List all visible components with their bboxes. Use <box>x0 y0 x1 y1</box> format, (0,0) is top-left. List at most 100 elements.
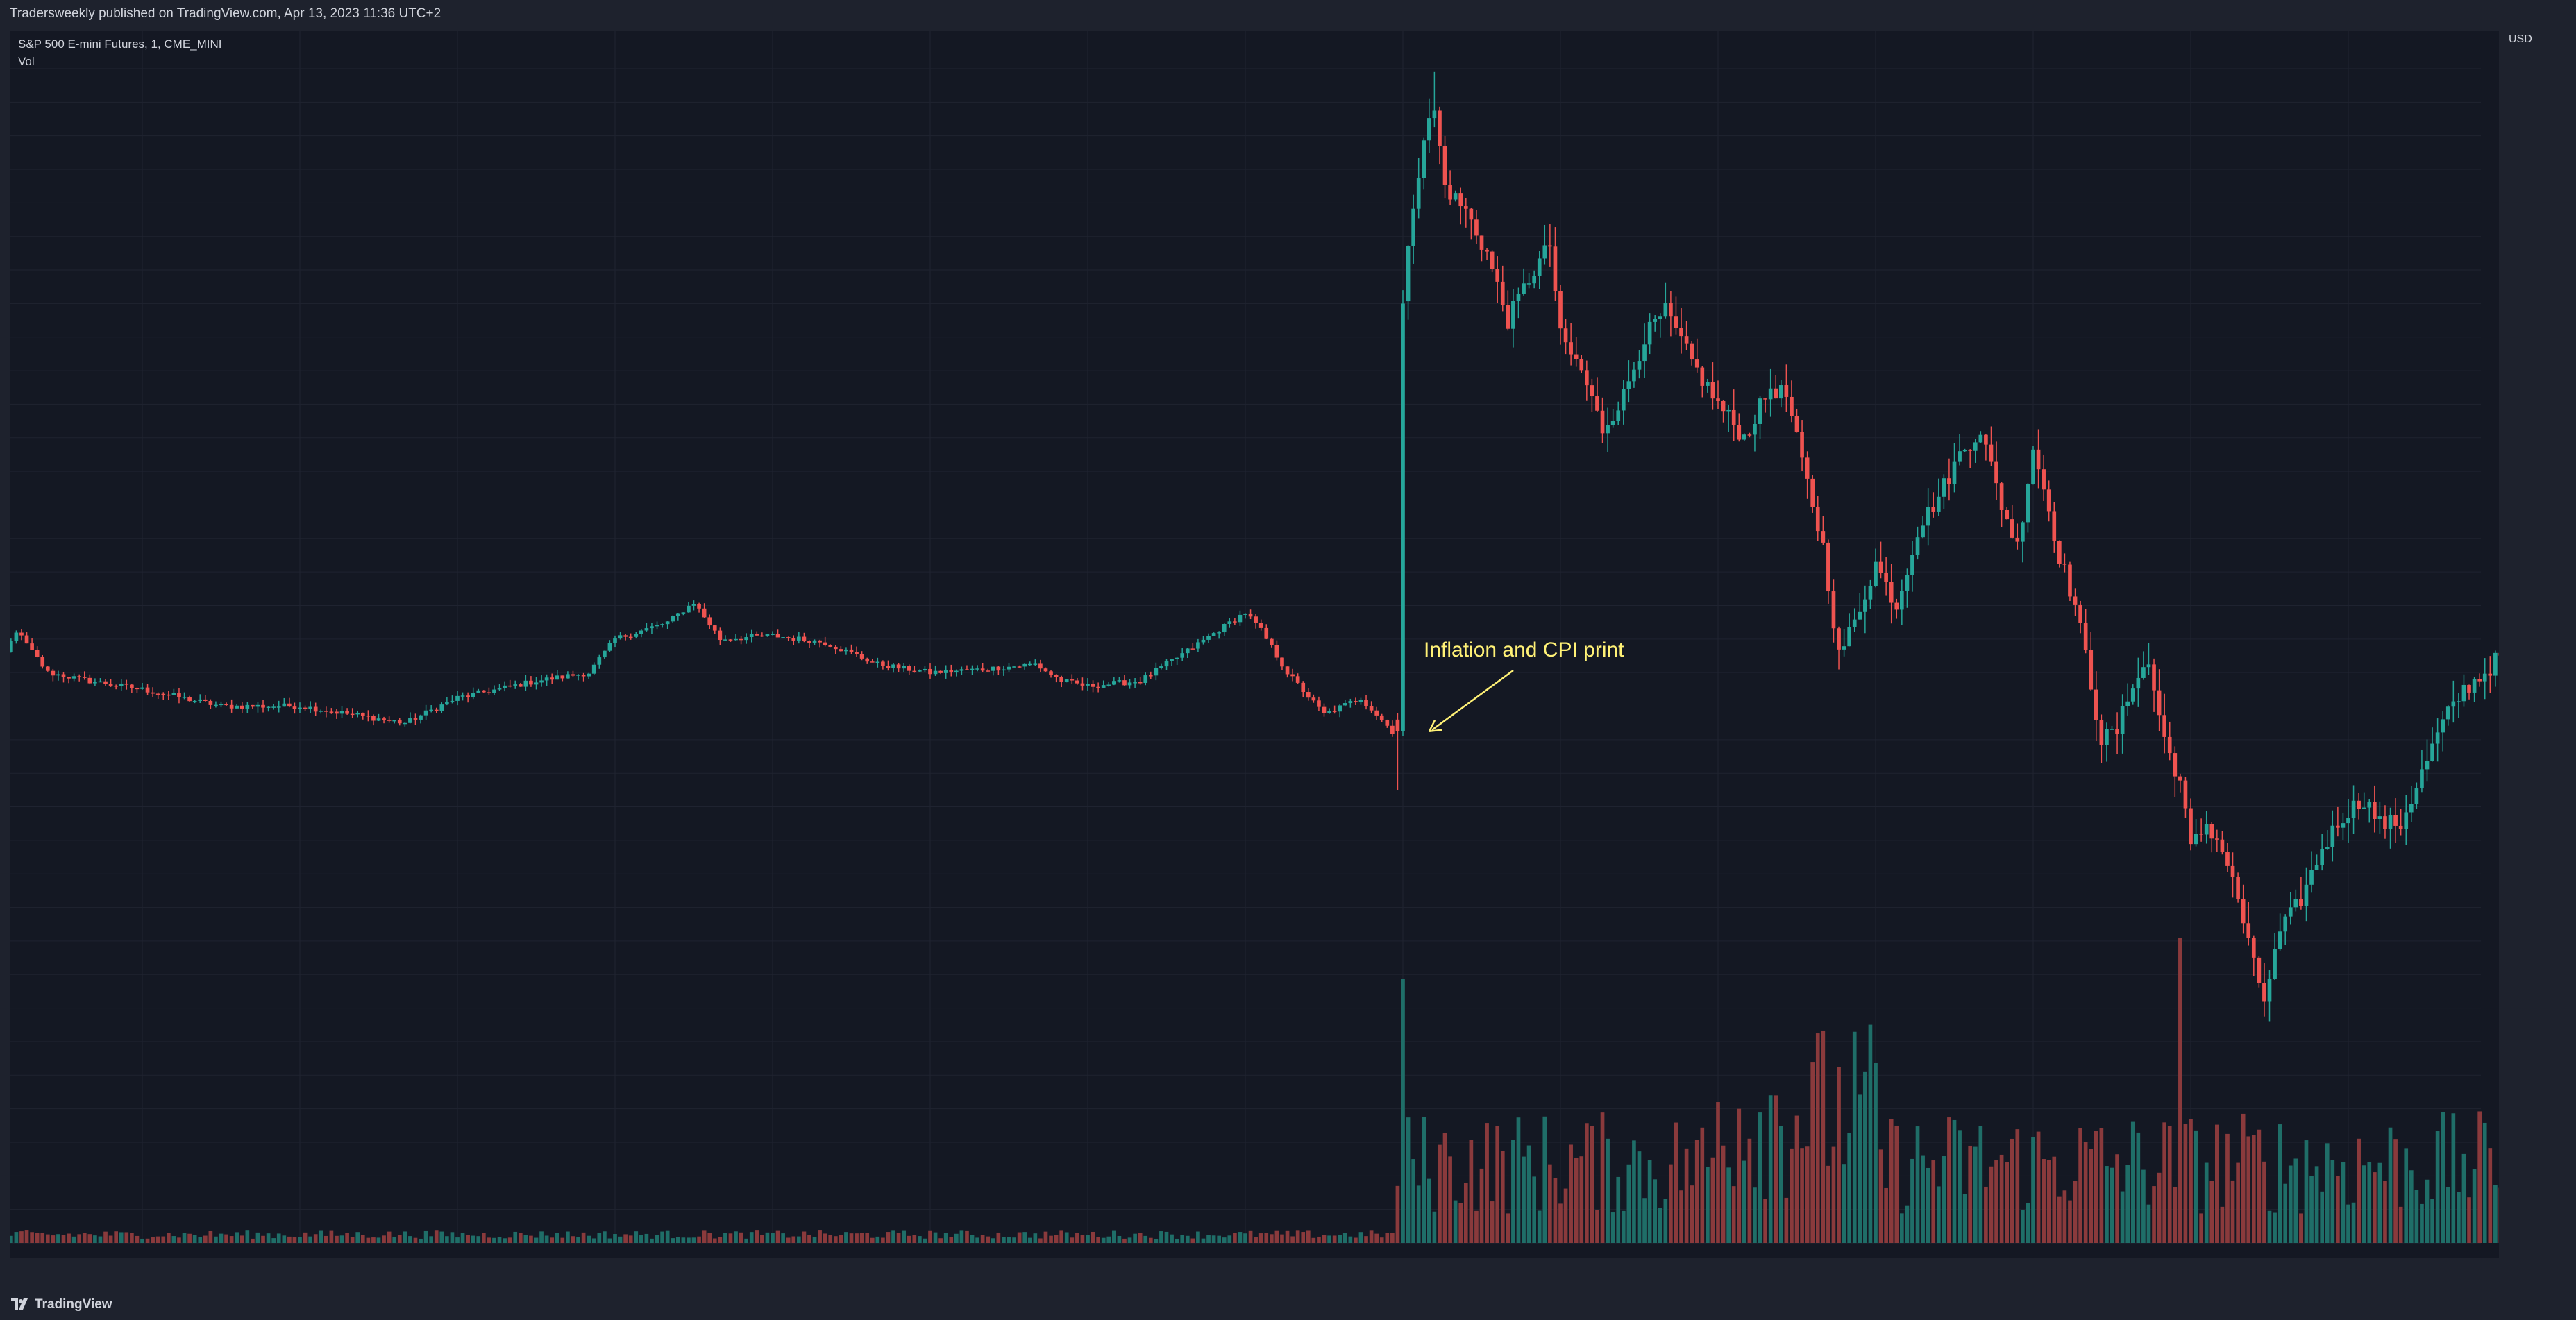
candle-body[interactable] <box>61 674 66 677</box>
candle-body[interactable] <box>2336 825 2340 828</box>
candle-body[interactable] <box>1164 661 1169 667</box>
candle-body[interactable] <box>2167 736 2172 754</box>
candle-body[interactable] <box>1101 685 1106 688</box>
candle-body[interactable] <box>2482 673 2487 682</box>
candle-body[interactable] <box>739 638 743 641</box>
candle-body[interactable] <box>2110 729 2114 730</box>
candle-body[interactable] <box>1111 681 1116 685</box>
candle-body[interactable] <box>1863 599 1867 612</box>
candle-body[interactable] <box>2083 623 2088 650</box>
candle-body[interactable] <box>933 670 938 675</box>
candle-body[interactable] <box>1516 294 1521 301</box>
candle-body[interactable] <box>513 684 518 686</box>
candle-body[interactable] <box>2241 899 2246 924</box>
candle-body[interactable] <box>2257 957 2262 983</box>
candle-body[interactable] <box>865 658 870 662</box>
candle-body[interactable] <box>313 706 318 712</box>
candle-body[interactable] <box>2021 522 2025 542</box>
candle-body[interactable] <box>77 676 82 677</box>
candle-body[interactable] <box>2314 865 2319 870</box>
candle-body[interactable] <box>1280 657 1284 667</box>
candle-body[interactable] <box>187 697 192 702</box>
candle-body[interactable] <box>943 670 948 673</box>
candle-body[interactable] <box>529 680 533 685</box>
candle-body[interactable] <box>1758 398 1762 424</box>
candle-body[interactable] <box>1453 193 1458 200</box>
candle-body[interactable] <box>282 703 287 707</box>
candle-body[interactable] <box>665 621 670 625</box>
candle-body[interactable] <box>1190 648 1195 650</box>
candle-body[interactable] <box>2441 719 2445 733</box>
candle-body[interactable] <box>292 706 297 709</box>
candle-body[interactable] <box>1921 525 1925 538</box>
candle-body[interactable] <box>1626 381 1631 389</box>
candle-body[interactable] <box>1301 682 1306 693</box>
candle-body[interactable] <box>1390 725 1395 734</box>
candle-body[interactable] <box>397 720 402 724</box>
candle-body[interactable] <box>229 704 234 709</box>
candle-body[interactable] <box>1064 679 1069 682</box>
candle-body[interactable] <box>771 634 775 635</box>
candle-body[interactable] <box>1868 586 1873 600</box>
candle-body[interactable] <box>1526 283 1531 285</box>
candle-body[interactable] <box>603 650 607 658</box>
candle-body[interactable] <box>366 716 371 717</box>
candle-body[interactable] <box>1532 276 1537 284</box>
candle-body[interactable] <box>14 632 19 641</box>
candle-body[interactable] <box>1117 680 1122 682</box>
candle-body[interactable] <box>1274 645 1279 658</box>
candle-body[interactable] <box>1694 359 1699 368</box>
candle-body[interactable] <box>492 689 496 693</box>
candle-body[interactable] <box>1579 359 1584 371</box>
candle-body[interactable] <box>775 634 780 638</box>
candle-body[interactable] <box>1706 382 1710 386</box>
candle-body[interactable] <box>1458 193 1463 207</box>
candle-body[interactable] <box>655 625 659 627</box>
candle-body[interactable] <box>1442 146 1447 185</box>
candle-body[interactable] <box>891 664 895 668</box>
candle-body[interactable] <box>796 636 801 641</box>
candle-body[interactable] <box>980 668 985 671</box>
candle-body[interactable] <box>965 669 969 670</box>
candle-body[interactable] <box>886 666 891 668</box>
candle-body[interactable] <box>581 675 586 677</box>
candle-body[interactable] <box>2115 729 2119 734</box>
candle-body[interactable] <box>51 670 56 676</box>
candle-body[interactable] <box>1606 425 1610 434</box>
candle-body[interactable] <box>839 649 843 652</box>
candle-body[interactable] <box>1227 621 1232 624</box>
candle-body[interactable] <box>1106 684 1111 686</box>
candle-body[interactable] <box>114 685 119 687</box>
candle-body[interactable] <box>1936 496 1941 512</box>
candle-body[interactable] <box>597 657 602 665</box>
candle-body[interactable] <box>2057 540 2062 564</box>
candle-body[interactable] <box>56 674 60 676</box>
candle-body[interactable] <box>2267 979 2272 1002</box>
candle-body[interactable] <box>2105 729 2109 745</box>
candle-body[interactable] <box>2220 839 2225 852</box>
candle-body[interactable] <box>40 657 45 667</box>
candle-body[interactable] <box>140 687 144 689</box>
candle-body[interactable] <box>518 684 523 687</box>
candle-body[interactable] <box>30 643 34 650</box>
candle-body[interactable] <box>902 666 907 669</box>
candle-body[interactable] <box>1317 700 1321 707</box>
candle-body[interactable] <box>2062 564 2067 565</box>
candle-body[interactable] <box>1374 710 1379 716</box>
candle-body[interactable] <box>466 695 470 697</box>
candle-body[interactable] <box>1411 208 1415 246</box>
candle-body[interactable] <box>2414 788 2419 804</box>
candle-body[interactable] <box>1563 328 1568 343</box>
candle-body[interactable] <box>1784 385 1789 397</box>
candle-body[interactable] <box>413 718 418 720</box>
candle-body[interactable] <box>1354 701 1358 702</box>
candle-body[interactable] <box>576 675 580 676</box>
candle-body[interactable] <box>192 700 197 702</box>
candle-body[interactable] <box>35 650 40 658</box>
candle-body[interactable] <box>875 661 880 663</box>
candle-body[interactable] <box>555 675 559 680</box>
candle-body[interactable] <box>1143 675 1148 684</box>
candle-body[interactable] <box>2251 938 2256 958</box>
candle-body[interactable] <box>2136 677 2141 689</box>
candle-body[interactable] <box>1322 706 1327 713</box>
